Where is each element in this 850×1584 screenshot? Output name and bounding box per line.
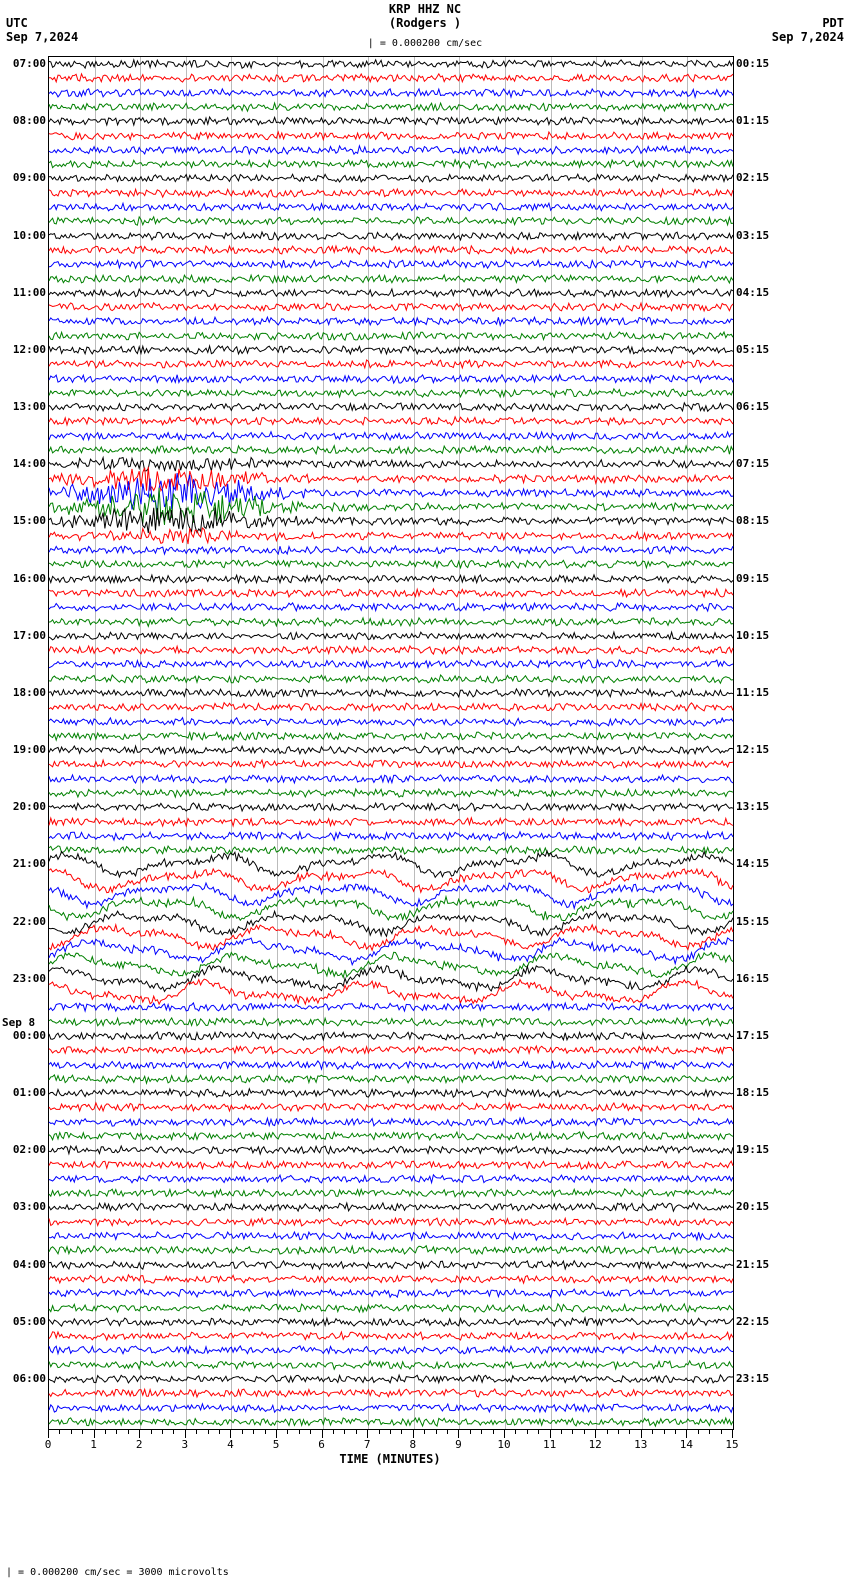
x-tick-label: 13: [631, 1438, 651, 1451]
utc-hour-label: 04:00: [2, 1258, 46, 1271]
station-subtitle: (Rodgers ): [0, 16, 850, 30]
utc-hour-label: 10:00: [2, 229, 46, 242]
utc-hour-label: 06:00: [2, 1372, 46, 1385]
pdt-hour-label: 05:15: [736, 343, 780, 356]
utc-hour-label: 20:00: [2, 800, 46, 813]
utc-hour-label: 22:00: [2, 915, 46, 928]
utc-hour-label: 16:00: [2, 572, 46, 585]
x-tick-label: 1: [84, 1438, 104, 1451]
pdt-label: PDT: [822, 16, 844, 30]
x-tick-label: 7: [357, 1438, 377, 1451]
x-tick-label: 8: [403, 1438, 423, 1451]
x-tick-label: 10: [494, 1438, 514, 1451]
x-tick-label: 2: [129, 1438, 149, 1451]
pdt-hour-label: 23:15: [736, 1372, 780, 1385]
utc-hour-label: 07:00: [2, 57, 46, 70]
x-tick-label: 4: [220, 1438, 240, 1451]
utc-hour-label: 23:00: [2, 972, 46, 985]
utc-hour-label: 02:00: [2, 1143, 46, 1156]
pdt-hour-label: 02:15: [736, 171, 780, 184]
x-tick-label: 12: [585, 1438, 605, 1451]
pdt-hour-label: 15:15: [736, 915, 780, 928]
station-title: KRP HHZ NC: [0, 2, 850, 16]
x-axis-label: TIME (MINUTES): [48, 1452, 732, 1466]
pdt-hour-label: 12:15: [736, 743, 780, 756]
x-tick-label: 3: [175, 1438, 195, 1451]
pdt-hour-label: 18:15: [736, 1086, 780, 1099]
utc-hour-label: 00:00: [2, 1029, 46, 1042]
x-tick-label: 6: [312, 1438, 332, 1451]
x-tick-label: 15: [722, 1438, 742, 1451]
pdt-hour-label: 16:15: [736, 972, 780, 985]
pdt-hour-label: 08:15: [736, 514, 780, 527]
utc-hour-label: 13:00: [2, 400, 46, 413]
pdt-hour-label: 03:15: [736, 229, 780, 242]
day-break-label: Sep 8: [2, 1016, 46, 1029]
utc-hour-label: 01:00: [2, 1086, 46, 1099]
pdt-hour-label: 06:15: [736, 400, 780, 413]
utc-hour-label: 17:00: [2, 629, 46, 642]
pdt-hour-label: 21:15: [736, 1258, 780, 1271]
pdt-hour-label: 00:15: [736, 57, 780, 70]
utc-hour-label: 14:00: [2, 457, 46, 470]
pdt-hour-label: 20:15: [736, 1200, 780, 1213]
x-axis: TIME (MINUTES) 0123456789101112131415: [48, 1430, 732, 1470]
pdt-hour-label: 13:15: [736, 800, 780, 813]
utc-hour-label: 19:00: [2, 743, 46, 756]
x-tick-label: 0: [38, 1438, 58, 1451]
x-tick-label: 5: [266, 1438, 286, 1451]
pdt-hour-label: 01:15: [736, 114, 780, 127]
utc-hour-label: 11:00: [2, 286, 46, 299]
utc-hour-label: 08:00: [2, 114, 46, 127]
utc-label: UTC: [6, 16, 28, 30]
helicorder-plot: [48, 56, 734, 1430]
utc-hour-label: 05:00: [2, 1315, 46, 1328]
pdt-hour-label: 14:15: [736, 857, 780, 870]
utc-hour-label: 03:00: [2, 1200, 46, 1213]
pdt-hour-label: 04:15: [736, 286, 780, 299]
seismogram-page: KRP HHZ NC (Rodgers ) UTC Sep 7,2024 PDT…: [0, 0, 850, 1584]
utc-hour-label: 15:00: [2, 514, 46, 527]
pdt-hour-label: 10:15: [736, 629, 780, 642]
utc-hour-label: 12:00: [2, 343, 46, 356]
utc-hour-label: 18:00: [2, 686, 46, 699]
x-tick-label: 11: [540, 1438, 560, 1451]
utc-hour-label: 09:00: [2, 171, 46, 184]
pdt-hour-label: 17:15: [736, 1029, 780, 1042]
pdt-hour-label: 09:15: [736, 572, 780, 585]
pdt-hour-label: 11:15: [736, 686, 780, 699]
utc-hour-label: 21:00: [2, 857, 46, 870]
x-tick-label: 14: [676, 1438, 696, 1451]
pdt-hour-label: 22:15: [736, 1315, 780, 1328]
pdt-hour-label: 19:15: [736, 1143, 780, 1156]
pdt-hour-label: 07:15: [736, 457, 780, 470]
footer-scale: | = 0.000200 cm/sec = 3000 microvolts: [6, 1567, 229, 1578]
x-tick-label: 9: [448, 1438, 468, 1451]
